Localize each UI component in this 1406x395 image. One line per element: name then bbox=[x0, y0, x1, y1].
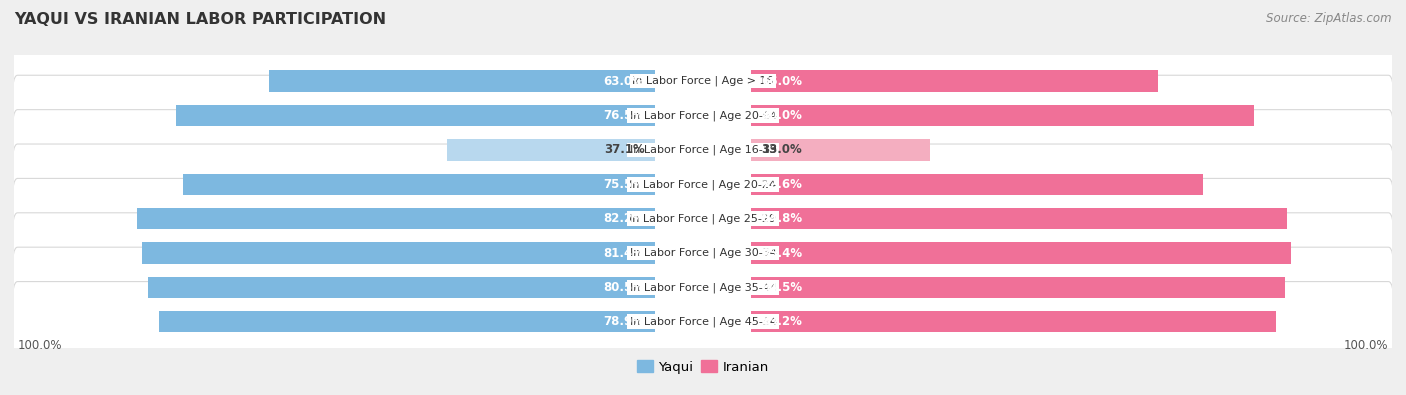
Bar bbox=[751, 105, 1254, 126]
Text: 80.5%: 80.5% bbox=[603, 281, 644, 294]
Text: In Labor Force | Age 45-54: In Labor Force | Age 45-54 bbox=[630, 316, 776, 327]
Text: 78.9%: 78.9% bbox=[603, 315, 644, 328]
Text: In Labor Force | Age 16-19: In Labor Force | Age 16-19 bbox=[630, 145, 776, 155]
Text: In Labor Force | Age 35-44: In Labor Force | Age 35-44 bbox=[630, 282, 776, 293]
Bar bbox=[149, 277, 655, 298]
Bar bbox=[751, 277, 1285, 298]
Text: 80.0%: 80.0% bbox=[762, 109, 803, 122]
FancyBboxPatch shape bbox=[13, 213, 1393, 293]
Bar bbox=[751, 70, 1157, 92]
Text: 85.4%: 85.4% bbox=[762, 246, 803, 260]
Text: In Labor Force | Age 25-29: In Labor Force | Age 25-29 bbox=[630, 213, 776, 224]
Bar bbox=[751, 208, 1288, 229]
Text: 76.5%: 76.5% bbox=[603, 109, 644, 122]
Bar bbox=[176, 105, 655, 126]
Text: 100.0%: 100.0% bbox=[1344, 339, 1389, 352]
Bar bbox=[269, 70, 655, 92]
Text: In Labor Force | Age 20-64: In Labor Force | Age 20-64 bbox=[630, 110, 776, 121]
FancyBboxPatch shape bbox=[13, 110, 1393, 190]
Text: 83.2%: 83.2% bbox=[762, 315, 803, 328]
Bar bbox=[751, 243, 1291, 264]
FancyBboxPatch shape bbox=[13, 282, 1393, 362]
Text: In Labor Force | Age > 16: In Labor Force | Age > 16 bbox=[633, 76, 773, 87]
FancyBboxPatch shape bbox=[13, 247, 1393, 328]
Text: 81.4%: 81.4% bbox=[603, 246, 644, 260]
Text: In Labor Force | Age 20-24: In Labor Force | Age 20-24 bbox=[630, 179, 776, 190]
Text: Source: ZipAtlas.com: Source: ZipAtlas.com bbox=[1267, 12, 1392, 25]
Text: 84.5%: 84.5% bbox=[762, 281, 803, 294]
Text: 75.5%: 75.5% bbox=[603, 178, 644, 191]
Text: 37.1%: 37.1% bbox=[603, 143, 644, 156]
Bar bbox=[159, 311, 655, 333]
Bar bbox=[751, 173, 1204, 195]
FancyBboxPatch shape bbox=[13, 179, 1393, 259]
FancyBboxPatch shape bbox=[13, 75, 1393, 156]
Bar bbox=[447, 139, 655, 160]
Bar bbox=[751, 311, 1277, 333]
Text: 82.2%: 82.2% bbox=[603, 212, 644, 225]
Bar bbox=[751, 139, 931, 160]
Text: YAQUI VS IRANIAN LABOR PARTICIPATION: YAQUI VS IRANIAN LABOR PARTICIPATION bbox=[14, 12, 387, 27]
Text: 33.0%: 33.0% bbox=[762, 143, 803, 156]
Text: 63.0%: 63.0% bbox=[603, 75, 644, 88]
Text: In Labor Force | Age 30-34: In Labor Force | Age 30-34 bbox=[630, 248, 776, 258]
Text: 66.0%: 66.0% bbox=[762, 75, 803, 88]
FancyBboxPatch shape bbox=[13, 144, 1393, 224]
Text: 72.6%: 72.6% bbox=[762, 178, 803, 191]
Bar bbox=[136, 208, 655, 229]
Text: 84.8%: 84.8% bbox=[762, 212, 803, 225]
Bar bbox=[142, 243, 655, 264]
Legend: Yaqui, Iranian: Yaqui, Iranian bbox=[633, 355, 773, 379]
Bar bbox=[183, 173, 655, 195]
FancyBboxPatch shape bbox=[13, 41, 1393, 121]
Text: 100.0%: 100.0% bbox=[17, 339, 62, 352]
